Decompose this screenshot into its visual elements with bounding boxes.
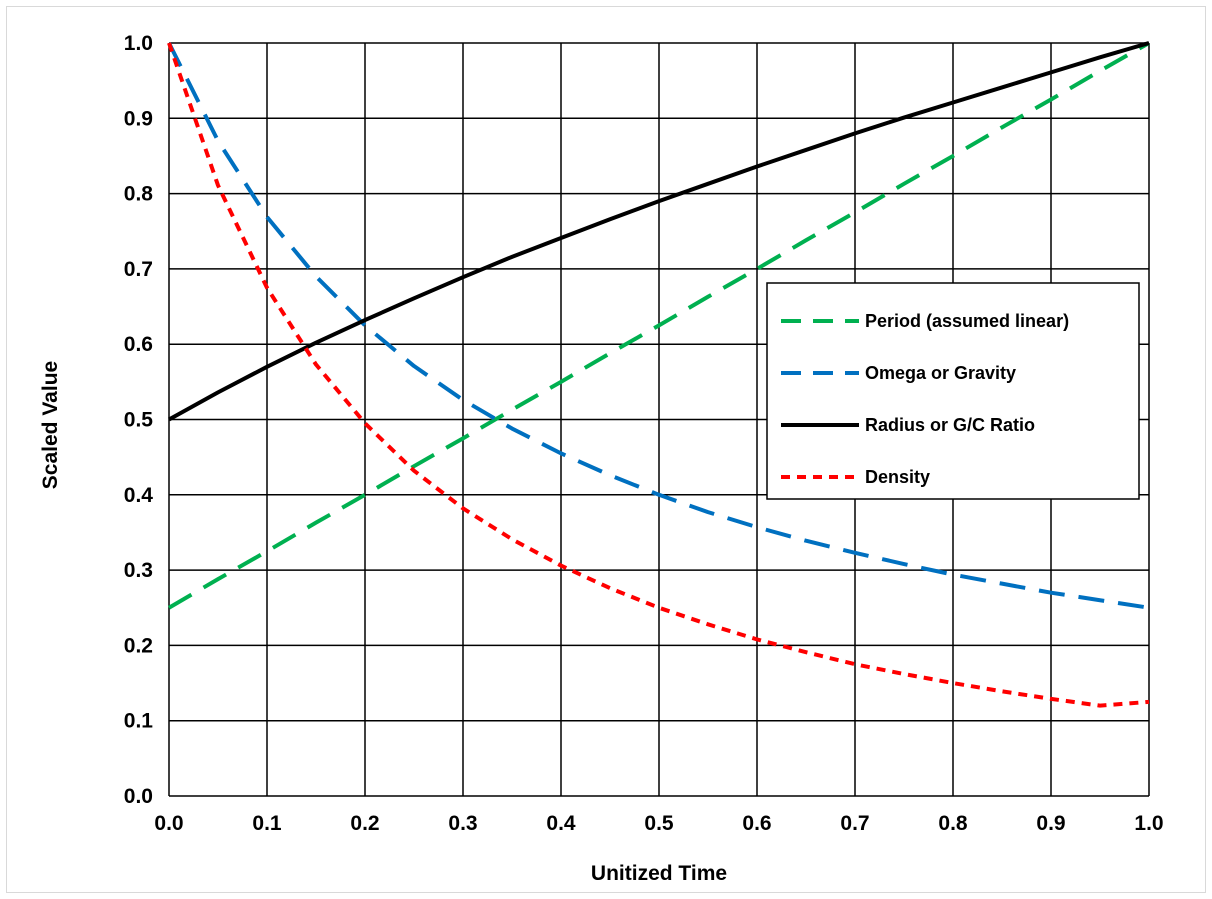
x-axis-ticks: 0.0 0.1 0.2 0.3 0.4 0.5 0.6 0.7 0.8 0.9 1.0: [154, 812, 1163, 835]
y-tick-label: 0.5: [124, 409, 154, 432]
x-axis-title: Unitized Time: [591, 862, 727, 885]
series-line-omega-or-gravity: [167, 42, 1150, 610]
x-tick-label: 1.0: [1134, 812, 1163, 835]
y-tick-label: 0.4: [124, 484, 154, 507]
y-tick-label: 0.1: [124, 710, 154, 733]
y-tick-label: 0.2: [124, 634, 153, 657]
y-axis-ticks: 0.0 0.1 0.2 0.3 0.4 0.5 0.6 0.7 0.8 0.9 1.0: [124, 32, 154, 808]
legend: Period (assumed linear) Omega or Gravity R…: [766, 282, 1140, 500]
y-tick-label: 0.8: [124, 183, 154, 206]
legend-label: Radius or G/C Ratio: [865, 415, 1035, 435]
x-tick-label: 0.9: [1036, 812, 1065, 835]
x-tick-label: 0.0: [154, 812, 183, 835]
x-tick-label: 0.3: [448, 812, 477, 835]
line-chart: 0.0 0.1 0.2 0.3 0.4 0.5 0.6 0.7 0.8 0.9 1.0 0.0 0.1…: [39, 32, 1164, 885]
x-tick-label: 0.7: [840, 812, 869, 835]
legend-label: Omega or Gravity: [865, 363, 1016, 383]
y-tick-label: 0.3: [124, 559, 153, 582]
x-tick-label: 0.8: [938, 812, 968, 835]
series-line-radius-or-g-c-ratio: [168, 41, 1150, 422]
y-axis-title: Scaled Value: [39, 361, 62, 489]
x-tick-label: 0.1: [252, 812, 282, 835]
y-tick-label: 0.0: [124, 785, 153, 808]
series-line-period-assumed-linear: [167, 41, 1150, 610]
legend-label: Density: [865, 467, 930, 487]
y-tick-label: 0.9: [124, 107, 153, 130]
legend-label: Period (assumed linear): [865, 311, 1069, 331]
y-tick-label: 0.6: [124, 333, 153, 356]
x-tick-label: 0.4: [546, 812, 576, 835]
series-layer: [167, 41, 1150, 708]
x-tick-label: 0.5: [644, 812, 674, 835]
x-tick-label: 0.6: [742, 812, 771, 835]
y-tick-label: 0.7: [124, 258, 153, 281]
grid-lines: [168, 42, 1150, 797]
chart-container: 0.0 0.1 0.2 0.3 0.4 0.5 0.6 0.7 0.8 0.9 1.0 0.0 0.1…: [6, 6, 1206, 893]
x-tick-label: 0.2: [350, 812, 379, 835]
y-tick-label: 1.0: [124, 32, 153, 55]
